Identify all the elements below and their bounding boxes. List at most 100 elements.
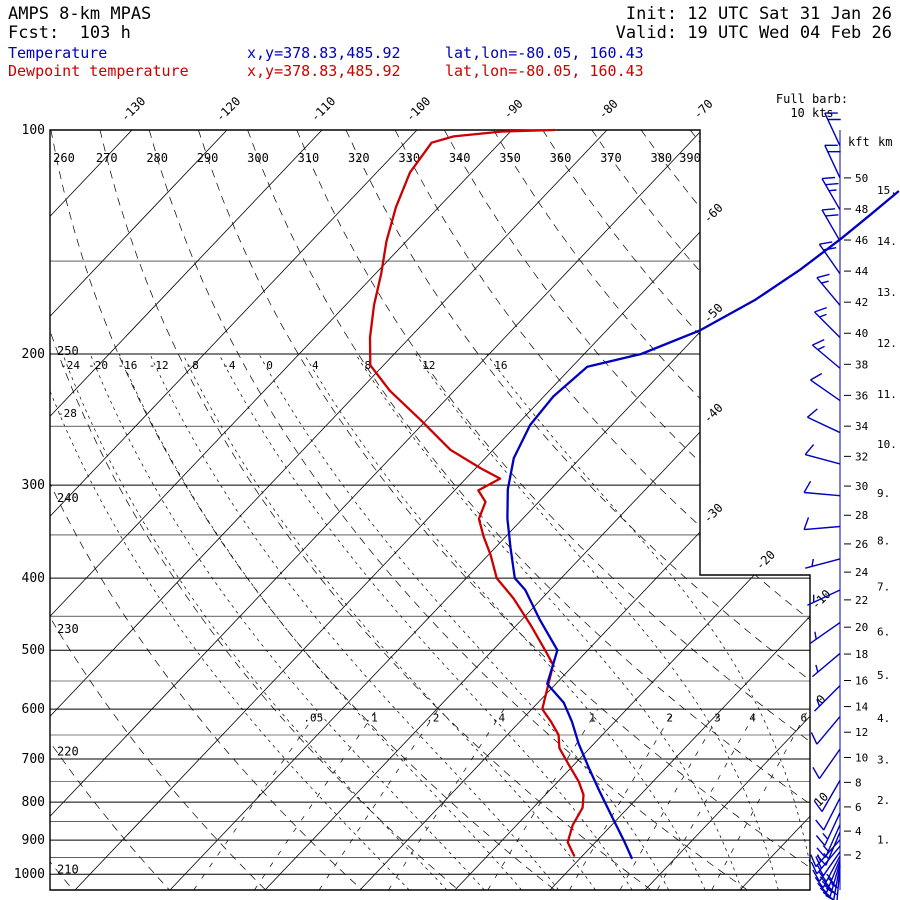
dewpoint-legend: Dewpoint temperature bbox=[8, 62, 189, 80]
svg-text:12.: 12. bbox=[877, 337, 897, 350]
svg-text:13.: 13. bbox=[877, 286, 897, 299]
svg-text:2: 2 bbox=[855, 849, 862, 862]
temperature-latlon: lat,lon=-80.05, 160.43 bbox=[445, 44, 644, 62]
svg-text:24: 24 bbox=[855, 566, 869, 579]
svg-text:700: 700 bbox=[22, 752, 45, 767]
mixing-ratio-lines bbox=[193, 708, 809, 890]
svg-text:1: 1 bbox=[589, 712, 596, 725]
svg-text:-100: -100 bbox=[403, 94, 433, 124]
svg-text:270: 270 bbox=[96, 151, 118, 165]
svg-text:-16: -16 bbox=[118, 359, 138, 372]
svg-text:-60: -60 bbox=[701, 201, 726, 226]
svg-text:-120: -120 bbox=[213, 94, 243, 124]
svg-text:12: 12 bbox=[855, 726, 868, 739]
dry-adiabats bbox=[50, 130, 810, 890]
svg-text:2.: 2. bbox=[877, 794, 890, 807]
svg-text:350: 350 bbox=[499, 151, 521, 165]
svg-text:14.: 14. bbox=[877, 235, 897, 248]
svg-text:48: 48 bbox=[855, 203, 868, 216]
svg-text:-130: -130 bbox=[118, 94, 148, 124]
svg-text:10.: 10. bbox=[877, 438, 897, 451]
svg-text:4.: 4. bbox=[877, 712, 890, 725]
pressure-gridlines bbox=[50, 130, 810, 875]
svg-text:16: 16 bbox=[494, 359, 507, 372]
svg-text:12: 12 bbox=[422, 359, 435, 372]
svg-text:20: 20 bbox=[855, 621, 868, 634]
svg-text:.05: .05 bbox=[303, 712, 323, 725]
svg-text:-20: -20 bbox=[88, 359, 108, 372]
init-time: Init: 12 UTC Sat 31 Jan 26 bbox=[625, 4, 892, 24]
svg-text:50: 50 bbox=[855, 172, 868, 185]
svg-text:28: 28 bbox=[855, 509, 868, 522]
svg-text:300: 300 bbox=[247, 151, 269, 165]
wind-barb-legend: Full barb:10 kts bbox=[776, 92, 848, 120]
svg-text:-90: -90 bbox=[501, 97, 526, 122]
svg-text:390: 390 bbox=[679, 151, 701, 165]
svg-text:40: 40 bbox=[855, 327, 868, 340]
moist-adiabats bbox=[50, 353, 810, 890]
dewpoint-latlon: lat,lon=-80.05, 160.43 bbox=[445, 62, 644, 80]
height-scale: kft km50484644424038363432302826242220181… bbox=[844, 135, 897, 862]
svg-text:-28: -28 bbox=[57, 407, 77, 420]
svg-text:22: 22 bbox=[855, 594, 868, 607]
svg-text:380: 380 bbox=[650, 151, 672, 165]
svg-text:8: 8 bbox=[855, 776, 862, 789]
svg-text:800: 800 bbox=[22, 795, 45, 810]
svg-text:340: 340 bbox=[449, 151, 471, 165]
svg-text:-70: -70 bbox=[691, 97, 716, 122]
svg-text:kft: kft bbox=[848, 135, 870, 149]
svg-text:320: 320 bbox=[348, 151, 370, 165]
dewpoint-trace bbox=[368, 128, 585, 857]
svg-text:6: 6 bbox=[855, 801, 862, 814]
svg-text:250: 250 bbox=[57, 344, 79, 358]
svg-text:290: 290 bbox=[197, 151, 219, 165]
svg-text:3: 3 bbox=[714, 712, 721, 725]
svg-text:km: km bbox=[878, 135, 892, 149]
svg-text:240: 240 bbox=[57, 491, 79, 505]
temperature-trace bbox=[506, 190, 900, 860]
svg-text:200: 200 bbox=[22, 347, 45, 362]
svg-text:14: 14 bbox=[855, 701, 869, 714]
svg-text:0: 0 bbox=[266, 359, 273, 372]
svg-text:1.: 1. bbox=[877, 834, 890, 847]
svg-text:300: 300 bbox=[22, 478, 45, 493]
svg-text:44: 44 bbox=[855, 265, 869, 278]
svg-text:370: 370 bbox=[600, 151, 622, 165]
svg-text:-4: -4 bbox=[222, 359, 236, 372]
svg-text:-110: -110 bbox=[308, 94, 338, 124]
svg-text:260: 260 bbox=[53, 151, 75, 165]
svg-text:46: 46 bbox=[855, 234, 868, 247]
svg-text:230: 230 bbox=[57, 622, 79, 636]
svg-text:15.: 15. bbox=[877, 184, 897, 197]
svg-text:.2: .2 bbox=[426, 712, 439, 725]
svg-text:4: 4 bbox=[312, 359, 319, 372]
svg-text:220: 220 bbox=[57, 744, 79, 758]
svg-text:900: 900 bbox=[22, 833, 45, 848]
svg-text:-80: -80 bbox=[596, 97, 621, 122]
svg-text:11.: 11. bbox=[877, 388, 897, 401]
svg-text:7.: 7. bbox=[877, 581, 890, 594]
svg-text:5.: 5. bbox=[877, 669, 890, 682]
isotherm-labels: -130 -120 -110 -100 -90 -80 -70-60-50-40-30-20… bbox=[118, 94, 834, 810]
plot-frame bbox=[49, 129, 811, 891]
svg-text:210: 210 bbox=[57, 863, 79, 877]
svg-text:38: 38 bbox=[855, 358, 868, 371]
dry-adiabat-labels: 260 270 280 290 300 310 320 330 340 350 360 370 380 3… bbox=[53, 151, 701, 877]
wind-barbs bbox=[803, 112, 841, 900]
svg-text:400: 400 bbox=[22, 571, 45, 586]
svg-text:-20: -20 bbox=[753, 548, 778, 573]
svg-text:-12: -12 bbox=[149, 359, 169, 372]
svg-text:16: 16 bbox=[855, 675, 868, 688]
svg-text:2: 2 bbox=[666, 712, 673, 725]
svg-text:3.: 3. bbox=[877, 753, 890, 766]
svg-text:-30: -30 bbox=[701, 501, 726, 526]
svg-text:4: 4 bbox=[749, 712, 756, 725]
temperature-xy: x,y=378.83,485.92 bbox=[247, 44, 401, 62]
svg-text:8.: 8. bbox=[877, 534, 890, 547]
svg-text:360: 360 bbox=[550, 151, 572, 165]
svg-text:8: 8 bbox=[364, 359, 371, 372]
svg-text:1000: 1000 bbox=[14, 867, 45, 882]
dewpoint-xy: x,y=378.83,485.92 bbox=[247, 62, 401, 80]
svg-text:10 kts: 10 kts bbox=[790, 106, 833, 120]
